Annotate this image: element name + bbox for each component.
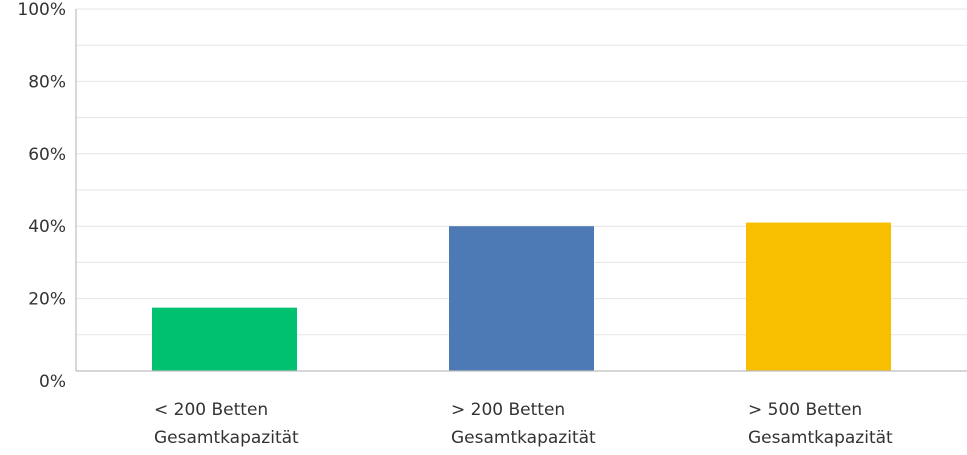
y-tick-label: 60%: [28, 145, 66, 165]
y-tick-label: 100%: [17, 0, 66, 20]
gridlines: [76, 8, 967, 336]
y-tick-label: 40%: [28, 217, 66, 237]
y-tick-label: 0%: [39, 372, 66, 392]
x-category-label-line: Gesamtkapazität: [154, 428, 299, 448]
x-category-label: > 500 Betten Gesamtkapazität: [748, 400, 893, 448]
bars: [152, 222, 891, 371]
bar: [746, 222, 891, 371]
x-category-label-line: < 200 Betten: [154, 400, 268, 420]
x-category-label: > 200 Betten Gesamtkapazität: [451, 400, 596, 448]
y-tick-label: 20%: [28, 290, 66, 310]
x-category-label-line: Gesamtkapazität: [451, 428, 596, 448]
x-category-label: < 200 Betten Gesamtkapazität: [154, 400, 299, 448]
bar: [152, 307, 297, 371]
x-category-label-line: > 500 Betten: [748, 400, 862, 420]
y-axis-tick-labels: 0% 20% 40% 60% 80% 100%: [17, 0, 66, 392]
y-tick-label: 80%: [28, 72, 66, 92]
x-axis-category-labels: < 200 Betten Gesamtkapazität > 200 Betten G…: [154, 400, 893, 448]
x-category-label-line: Gesamtkapazität: [748, 428, 893, 448]
axes: [75, 9, 967, 372]
bar: [449, 226, 594, 371]
x-category-label-line: > 200 Betten: [451, 400, 565, 420]
